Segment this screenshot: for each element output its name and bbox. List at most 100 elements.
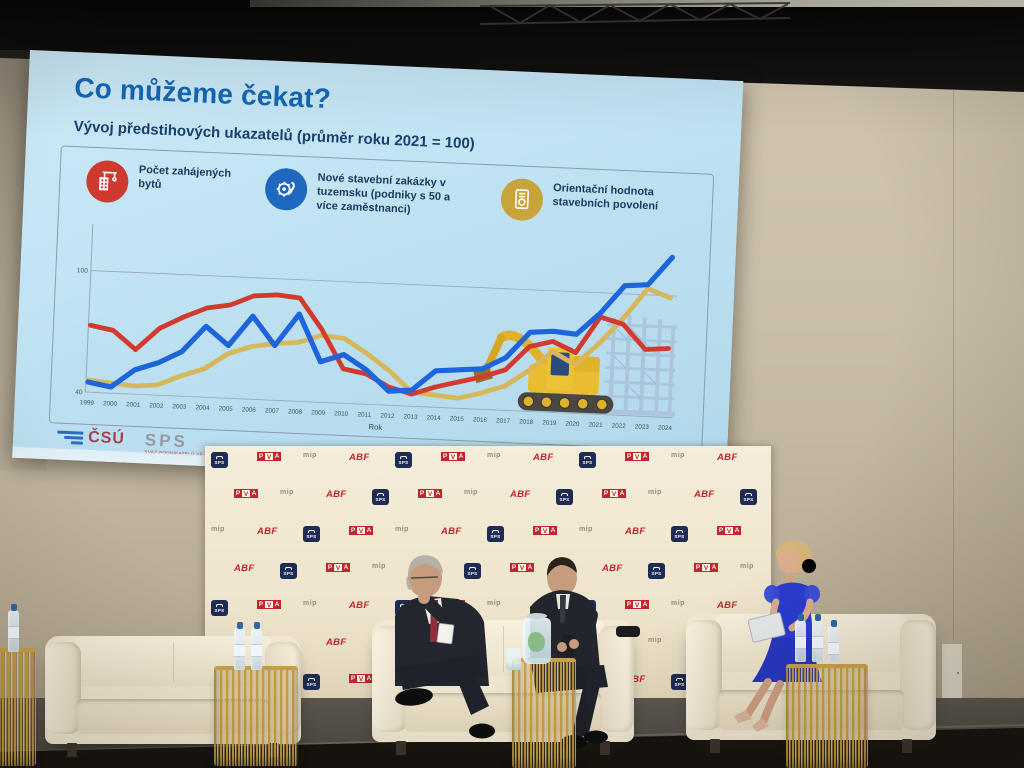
csu-logo-stripes [57,430,84,445]
backdrop-logo-mip: mip [211,526,225,533]
backdrop-logo-abf: ABF [349,600,370,611]
backdrop-logo-sps: SPS [556,489,573,505]
legend-item-zahajene-byty: Počet zahájených bytů [85,159,238,209]
svg-text:2014: 2014 [427,414,442,422]
backdrop-logo-mip: mip [671,452,685,459]
backdrop-logo-sps: SPS [303,674,320,690]
backdrop-logo-sps: SPS [280,563,297,579]
svg-text:2003: 2003 [172,403,187,411]
svg-text:2024: 2024 [658,424,673,432]
svg-text:2022: 2022 [612,422,627,430]
backdrop-logo-mip: mip [671,600,685,607]
dark-object-on-armrest [616,626,640,637]
side-table-left [214,666,298,766]
chart-axis-labels: 40 100 1999 2000 2001 2002 2003 2004 2005 2006 200… [75,267,673,432]
svg-text:2004: 2004 [195,404,210,412]
legend-label: Nové stavební zakázky v tuzemsku (podnik… [316,171,451,216]
backdrop-logo-mip: mip [579,526,593,533]
backdrop-logo-mip: mip [395,526,409,533]
backdrop-logo-sps: SPS [671,674,688,690]
svg-text:2017: 2017 [496,417,511,425]
svg-text:2011: 2011 [357,411,371,419]
backdrop-logo-sps: SPS [740,489,757,505]
backdrop-logo-abf: ABF [717,452,738,463]
water-bottle [795,614,806,662]
line-chart: 40 100 1999 2000 2001 2002 2003 2004 2005 2006 200… [56,222,706,448]
permit-document-icon [499,177,544,222]
svg-text:2009: 2009 [311,409,326,417]
svg-text:100: 100 [77,267,89,274]
backdrop-logo-mip: mip [280,489,294,496]
backdrop-logo-sps: SPS [464,563,481,579]
panelist-man-left [395,555,495,739]
backdrop-logo-sps: SPS [579,452,596,468]
backdrop-logo-mip: mip [648,489,662,496]
water-bottle [234,622,245,670]
backdrop-logo-abf: ABF [326,637,347,648]
backdrop-logo-mip: mip [372,563,386,570]
backdrop-logo-mip: mip [303,452,317,459]
svg-text:2015: 2015 [450,415,465,423]
svg-text:2007: 2007 [265,407,280,415]
backdrop-logo-sps: SPS [372,489,389,505]
drinking-glass [506,648,521,670]
backdrop-logo-mip: mip [303,600,317,607]
backdrop-logo-sps: SPS [395,452,412,468]
backdrop-logo-abf: ABF [510,489,531,500]
backdrop-logo-sps: SPS [671,526,688,542]
backdrop-logo-mip: mip [648,637,662,644]
backdrop-logo-abf: ABF [717,600,738,611]
backdrop-logo-abf: ABF [602,563,623,574]
svg-text:2019: 2019 [542,419,557,427]
backdrop-logo-mip: mip [487,600,501,607]
csu-logo: ČSÚ [57,428,126,449]
wall-service-panel [941,643,963,706]
backdrop-logo-abf: ABF [441,526,462,537]
svg-text:2018: 2018 [519,418,534,426]
water-bottle [812,614,823,662]
svg-text:2006: 2006 [242,406,257,414]
water-bottle [251,622,262,670]
svg-text:2020: 2020 [565,420,580,428]
svg-text:40: 40 [75,389,83,396]
chart-series-lines [85,254,675,401]
side-table-right [786,664,868,768]
slide-title: Co můžeme čekat? [73,71,332,115]
legend-item-nove-zakazky: Nové stavební zakázky v tuzemsku (podnik… [264,167,471,219]
backdrop-logo-mip: mip [464,489,478,496]
wall-seam [953,90,954,640]
ceiling-truss [480,2,790,25]
backdrop-logo-abf: ABF [257,526,278,537]
legend-item-stavebni-povoleni: Orientační hodnota stavebních povolení [499,177,695,228]
svg-text:2016: 2016 [473,416,488,424]
backdrop-logo-abf: ABF [326,489,347,500]
csu-logo-text: ČSÚ [87,428,126,448]
legend-label: Orientační hodnota stavebních povolení [552,181,659,213]
water-bottle [8,604,19,652]
backdrop-logo-sps: SPS [211,600,228,616]
water-bottle [828,620,839,662]
side-table-far-left [0,648,36,766]
backdrop-logo-abf: ABF [694,489,715,500]
backdrop-logo-abf: ABF [625,674,646,685]
backdrop-logo-mip: mip [740,563,754,570]
backdrop-logo-sps: SPS [303,526,320,542]
crane-building-icon [85,159,130,204]
side-table-center [512,658,576,768]
svg-text:2008: 2008 [288,408,303,416]
backdrop-logo-sps: SPS [648,563,665,579]
backdrop-logo-sps: SPS [211,452,228,468]
